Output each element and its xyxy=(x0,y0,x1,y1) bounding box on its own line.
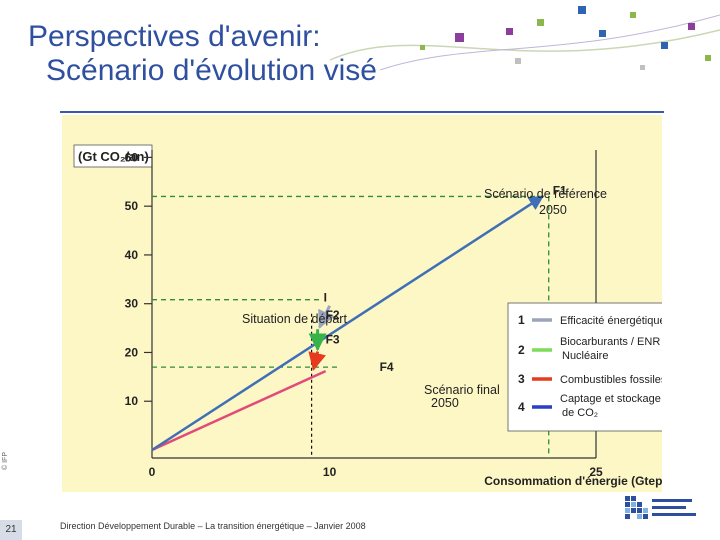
reference-scenario-line xyxy=(151,195,544,452)
x-tick-label: 10 xyxy=(323,465,337,479)
legend-label: Captage et stockage xyxy=(560,393,661,405)
y-tick-label: 20 xyxy=(125,345,139,359)
point-label-f4: F4 xyxy=(380,360,394,374)
title-line-1: Perspectives d'avenir: xyxy=(28,20,321,53)
start-annotation: Situation de départ xyxy=(242,312,347,326)
x-tick-label: 25 xyxy=(589,465,603,479)
chart-panel: (Gt CO₂/an) 60 50 40 30 20 10 0 10 25 F1 I F2 F… xyxy=(62,115,684,492)
point-label-f1: F1 xyxy=(553,183,567,197)
logo-block xyxy=(625,508,630,513)
x-ticks: 0 10 25 xyxy=(149,465,603,479)
legend-label: Efficacité énergétique xyxy=(560,315,662,327)
logo-block xyxy=(625,496,630,501)
y-tick-label: 50 xyxy=(125,199,139,213)
chart-svg: (Gt CO₂/an) 60 50 40 30 20 10 0 10 25 F1 I F2 F… xyxy=(73,144,684,488)
point-label-i: I xyxy=(324,291,327,305)
baseline-to-start xyxy=(151,369,327,452)
y-tick-label: 60 xyxy=(125,150,139,164)
final-annotation: Scénario final xyxy=(424,383,500,397)
deco-square xyxy=(599,30,606,37)
footer-text: Direction Développement Durable – La tra… xyxy=(60,521,366,531)
legend-box xyxy=(507,302,679,432)
reference-annotation: Scénario de référence xyxy=(484,187,607,201)
final-year: 2050 xyxy=(431,396,459,410)
legend-num: 1 xyxy=(518,313,525,327)
y-axis-label: (Gt CO₂/an) xyxy=(78,149,149,164)
deco-square xyxy=(640,65,645,70)
deco-square xyxy=(455,33,464,42)
y-tick-label: 30 xyxy=(125,297,139,311)
deco-square xyxy=(705,55,711,61)
decorative-curve-2 xyxy=(379,14,720,71)
decorative-curve xyxy=(329,29,720,61)
deco-square xyxy=(661,42,668,49)
logo-block xyxy=(637,514,642,519)
logo-block xyxy=(625,502,630,507)
logo-strip xyxy=(652,506,686,509)
logo-block xyxy=(637,502,642,507)
deco-square xyxy=(578,6,586,14)
logo-block xyxy=(631,502,636,507)
legend-num: 3 xyxy=(518,372,525,386)
logo-strip xyxy=(652,499,692,502)
page-number: 21 xyxy=(0,520,22,540)
y-tick-label: 10 xyxy=(125,394,139,408)
deco-square xyxy=(688,23,695,30)
title-line-2: Scénario d'évolution visé xyxy=(46,54,377,87)
x-tick-label: 0 xyxy=(149,465,156,479)
deco-square xyxy=(630,12,636,18)
ifp-logo xyxy=(625,496,696,519)
fossil-arrow xyxy=(308,351,326,371)
legend-label-line2: Nucléaire xyxy=(562,350,608,362)
y-ticks: 60 50 40 30 20 10 xyxy=(125,150,152,408)
legend-num: 4 xyxy=(518,400,525,414)
deco-square xyxy=(420,45,425,50)
legend-num: 2 xyxy=(518,343,525,357)
copyright: © IFP xyxy=(2,452,9,470)
logo-block xyxy=(643,508,648,513)
title-rule xyxy=(60,111,664,113)
logo-block xyxy=(631,496,636,501)
efficiency-arrow xyxy=(318,305,335,329)
deco-square xyxy=(506,28,513,35)
legend-label: Combustibles fossiles xyxy=(560,374,662,386)
point-label-f2: F2 xyxy=(326,308,340,322)
decorative-squares xyxy=(329,6,720,71)
x-axis-label: Consommation d'énergie (Gtep/an) xyxy=(484,474,662,488)
logo-block xyxy=(637,508,642,513)
legend-label: Biocarburants / ENR xyxy=(560,336,660,348)
legend: 1 Efficacité énergétique 2 Biocarburants / … xyxy=(518,313,667,419)
logo-block xyxy=(643,514,648,519)
slide-title: Perspectives d'avenir: Scénario d'évolut… xyxy=(28,20,377,88)
logo-strip xyxy=(652,513,696,516)
legend-label-line2: de CO₂ xyxy=(562,407,598,419)
y-tick-label: 40 xyxy=(125,248,139,262)
deco-square xyxy=(537,19,544,26)
point-label-f3: F3 xyxy=(326,333,340,347)
logo-block xyxy=(631,508,636,513)
reference-year: 2050 xyxy=(539,203,567,217)
deco-square xyxy=(515,58,521,64)
logo-block xyxy=(625,514,630,519)
